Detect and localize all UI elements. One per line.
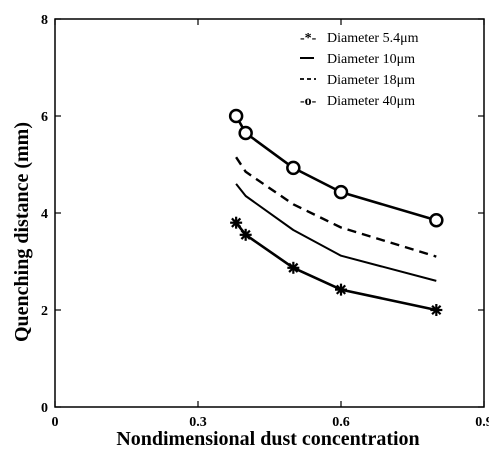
star-stroke <box>335 284 347 295</box>
star-stroke <box>231 217 242 228</box>
circle-marker <box>228 108 244 124</box>
series-2 <box>235 183 437 282</box>
legend-symbol: -*- <box>300 31 317 46</box>
y-tick-label: 6 <box>41 110 48 125</box>
star-marker <box>335 283 347 296</box>
legend-label: Diameter 5.4μm <box>327 31 419 46</box>
circle-marker <box>429 213 444 228</box>
star-stroke <box>240 229 251 240</box>
star-stroke <box>431 304 442 316</box>
series-layer <box>228 108 444 316</box>
axes: 0 0.3 0.6 0.9 0 2 4 6 8 <box>41 13 489 430</box>
y-tick-label: 8 <box>41 13 48 28</box>
x-tick-label: 0.6 <box>332 415 350 430</box>
y-tick-label: 2 <box>41 304 48 319</box>
legend-item-2: Diameter 10μm <box>300 52 415 67</box>
y-axis-title: Quenching distance (mm) <box>11 122 33 342</box>
star-marker <box>230 216 243 229</box>
circle-marker <box>333 184 349 200</box>
y-tick-label: 0 <box>41 401 48 416</box>
series-1 <box>230 216 443 316</box>
legend-label: Diameter 10μm <box>327 52 415 67</box>
legend-label: Diameter 18μm <box>327 73 415 88</box>
legend: -*- Diameter 5.4μm Diameter 10μm Diameter 1… <box>300 31 419 109</box>
series-line-1 <box>235 221 437 312</box>
star-marker <box>287 261 300 274</box>
series-3 <box>235 156 437 258</box>
legend-symbol: -o- <box>300 94 317 109</box>
series-line-3 <box>235 156 437 258</box>
star-stroke <box>288 262 299 273</box>
legend-item-3: Diameter 18μm <box>300 73 415 88</box>
series-4 <box>228 108 444 228</box>
x-tick-label: 0.3 <box>189 415 207 430</box>
legend-item-1: -*- Diameter 5.4μm <box>300 31 419 46</box>
legend-label: Diameter 40μm <box>327 94 415 109</box>
x-tick-label: 0 <box>52 415 59 430</box>
y-tick-label: 4 <box>41 207 48 222</box>
circle-marker <box>238 125 253 141</box>
x-axis-title: Nondimensional dust concentration <box>116 428 419 450</box>
star-marker <box>239 228 252 241</box>
star-marker <box>430 304 443 316</box>
legend-item-4: -o- Diameter 40μm <box>300 94 415 109</box>
series-line-4 <box>234 115 437 222</box>
series-line-2 <box>235 183 437 282</box>
circle-marker <box>286 160 301 176</box>
x-tick-label: 0.9 <box>475 415 489 430</box>
